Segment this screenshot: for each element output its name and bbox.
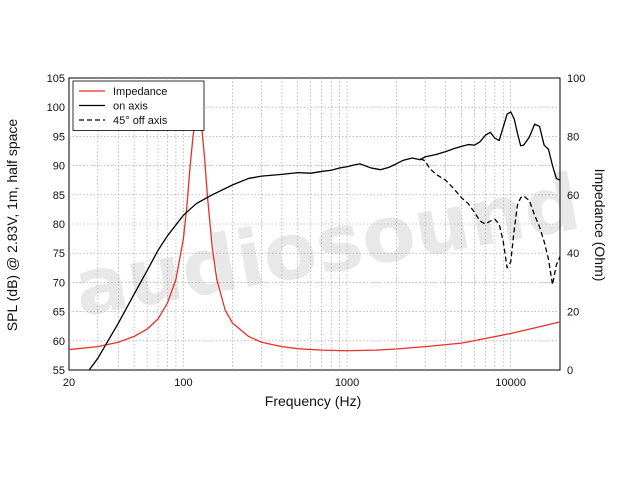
y-tick-label: 95 [53,131,65,143]
x-axis-ticks: 20 100 1000 10000 [63,377,526,389]
y2-tick-label: 100 [567,73,585,85]
watermark-text: audiosound [68,158,587,335]
legend-label: on axis [113,101,148,113]
y2-tick-label: 80 [567,131,579,143]
series-layer [69,111,560,370]
y-tick-label: 75 [53,248,65,260]
legend-label: 45° off axis [113,115,168,127]
y2-axis-ticks: 0 20 40 60 80 100 [567,73,585,377]
y-tick-label: 85 [53,190,65,202]
y-axis-ticks: 55 60 65 70 75 80 85 90 95 100 105 [47,73,65,377]
x-tick-label: 1000 [335,377,359,389]
series-line-1 [88,111,560,370]
legend-label: Impedance [113,86,167,98]
y-axis-title: SPL (dB) @ 2.83V, 1m, half space [4,119,20,332]
y-tick-label: 65 [53,307,65,319]
y-tick-label: 60 [53,336,65,348]
y-tick-label: 100 [47,102,65,114]
series-line-0 [69,115,560,352]
series-line-2 [419,158,560,286]
y2-tick-label: 20 [567,307,579,319]
x-tick-label: 10000 [495,377,526,389]
y2-tick-label: 0 [567,365,573,377]
y2-axis-title: Impedance (Ohm) [592,169,608,282]
legend-box [72,80,205,131]
y-tick-label: 80 [53,219,65,231]
x-axis-title: Frequency (Hz) [265,393,361,409]
x-tick-label: 100 [174,377,192,389]
legend: Impedance on axis 45° off axis [72,80,205,131]
y2-tick-label: 40 [567,248,579,260]
grid-lines [69,78,560,370]
y-tick-label: 70 [53,277,65,289]
y-tick-label: 105 [47,73,65,85]
y2-tick-label: 60 [567,190,579,202]
x-tick-label: 20 [63,377,75,389]
y-tick-label: 90 [53,161,65,173]
y-tick-label: 55 [53,365,65,377]
